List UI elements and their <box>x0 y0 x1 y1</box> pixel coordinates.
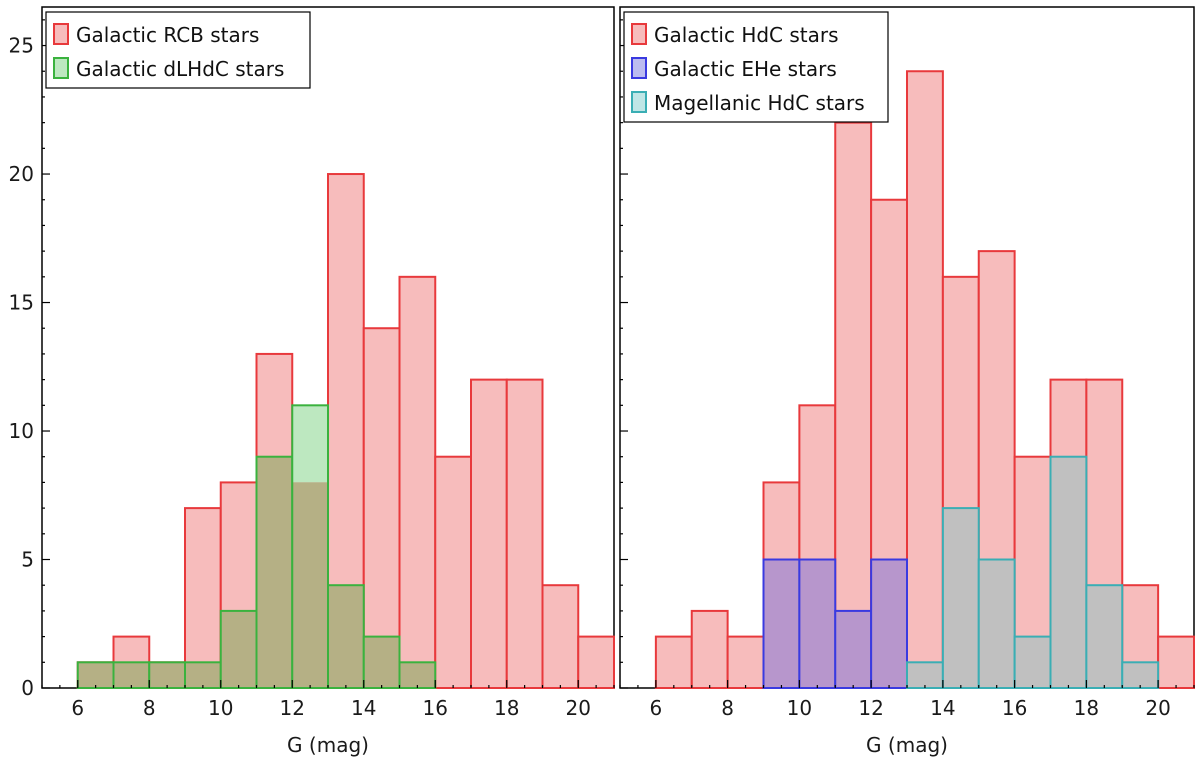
right-bar-galactic-ehe-stars-overlap-1 <box>799 559 836 688</box>
right-bar-magellanic-hdc-stars-overlap-3 <box>1014 636 1051 688</box>
right-bar-galactic-ehe-stars-overlap-0 <box>763 559 800 688</box>
right-legend-label-2: Magellanic HdC stars <box>654 91 865 115</box>
right-legend-label-1: Galactic EHe stars <box>654 57 837 81</box>
y-tick-label: 10 <box>9 419 34 443</box>
left-bar-galactic-dlhdc-stars-overlap-5 <box>256 456 293 688</box>
left-x-tick-label: 12 <box>280 696 305 720</box>
left-bars <box>76 173 615 690</box>
left-bar-galactic-dlhdc-stars-overlap-7 <box>328 585 364 688</box>
right-x-tick-label: 6 <box>650 696 663 720</box>
left-bar-galactic-rcb-stars-12 <box>505 378 544 689</box>
left-bar-galactic-rcb-stars-3 <box>184 507 222 690</box>
left-x-tick-label: 10 <box>208 696 233 720</box>
right-bars <box>654 70 1195 690</box>
left-bar-galactic-rcb-stars-13 <box>541 584 580 689</box>
left-bar-galactic-dlhdc-stars-overlap-8 <box>363 636 400 688</box>
left-bar-galactic-dlhdc-stars-overlap-0 <box>77 662 114 688</box>
right-bar-galactic-ehe-stars-overlap-2 <box>835 610 872 688</box>
left-bar-galactic-rcb-stars-9 <box>398 275 437 689</box>
right-bar-magellanic-hdc-stars-overlap-0 <box>907 662 943 688</box>
left-bar-galactic-dlhdc-stars-overlap-2 <box>149 662 185 688</box>
left-legend-label-0: Galactic RCB stars <box>76 23 259 47</box>
right-x-axis-title: G (mag) <box>866 733 948 757</box>
right-bar-magellanic-hdc-stars-overlap-2 <box>978 559 1015 688</box>
y-tick-label: 25 <box>9 34 34 58</box>
right-x-tick-label: 16 <box>1002 696 1027 720</box>
right-bar-galactic-hdc-stars-2 <box>726 635 765 689</box>
left-bar-galactic-dlhdc-stars-overlap-6 <box>292 482 328 688</box>
right-bar-magellanic-hdc-stars-overlap-4 <box>1050 456 1087 688</box>
left-bar-galactic-rcb-stars-14 <box>577 635 615 689</box>
left-legend-label-1: Galactic dLHdC stars <box>76 57 284 81</box>
right-x-tick-label: 18 <box>1074 696 1099 720</box>
left-x-tick-label: 6 <box>71 696 84 720</box>
left-legend-box <box>45 11 311 89</box>
y-tick-label: 0 <box>21 676 34 700</box>
left-x-tick-label: 14 <box>351 696 376 720</box>
right-x-tick-label: 8 <box>721 696 734 720</box>
left-bar-galactic-rcb-stars-11 <box>470 378 508 689</box>
right-bar-magellanic-hdc-stars-overlap-1 <box>942 508 979 688</box>
right-bar-galactic-ehe-stars-overlap-3 <box>871 559 907 688</box>
right-bar-galactic-hdc-stars-1 <box>690 609 729 689</box>
right-bar-magellanic-hdc-stars-overlap-6 <box>1122 662 1159 688</box>
right-bar-galactic-hdc-stars-14 <box>1157 635 1195 689</box>
right-x-tick-label: 14 <box>930 696 955 720</box>
left-bar-galactic-rcb-stars-8 <box>362 327 401 689</box>
y-tick-label: 5 <box>21 548 34 572</box>
legends: Galactic RCB stars Galactic dLHdC stars Ga… <box>45 11 889 123</box>
left-bar-galactic-dlhdc-stars-overlap-4 <box>220 610 257 688</box>
left-x-tick-label: 20 <box>566 696 591 720</box>
right-legend-swatch-1 <box>631 57 647 79</box>
right-x-tick-label: 20 <box>1145 696 1170 720</box>
right-x-tick-label: 12 <box>858 696 883 720</box>
right-bar-galactic-hdc-stars-5 <box>834 121 873 690</box>
right-legend-swatch-0 <box>631 23 647 45</box>
right-legend-label-0: Galactic HdC stars <box>654 23 839 47</box>
right-bar-galactic-hdc-stars-0 <box>654 635 693 689</box>
right-x-tick-label: 10 <box>787 696 812 720</box>
left-x-axis-title: G (mag) <box>287 733 369 757</box>
left-bar-galactic-dlhdc-stars-overlap-9 <box>399 662 436 688</box>
y-tick-label: 15 <box>9 291 34 315</box>
right-legend-swatch-2 <box>631 91 647 113</box>
right-legend-box <box>623 11 889 123</box>
left-bar-galactic-dlhdc-stars-overlap-3 <box>185 662 221 688</box>
left-bar-galactic-dlhdc-stars-overlap-1 <box>113 662 150 688</box>
left-x-tick-label: 18 <box>494 696 519 720</box>
left-bar-galactic-dlhdc-stars-excess-6 <box>292 405 328 483</box>
right-bar-galactic-hdc-stars-7 <box>906 70 944 689</box>
right-bar-magellanic-hdc-stars-overlap-5 <box>1086 585 1123 688</box>
left-legend-swatch-0 <box>53 23 69 45</box>
left-legend-swatch-1 <box>53 57 69 79</box>
left-bar-galactic-rcb-stars-10 <box>434 455 472 689</box>
left-x-tick-label: 8 <box>143 696 156 720</box>
y-tick-label: 20 <box>9 162 34 186</box>
left-x-tick-label: 16 <box>423 696 448 720</box>
